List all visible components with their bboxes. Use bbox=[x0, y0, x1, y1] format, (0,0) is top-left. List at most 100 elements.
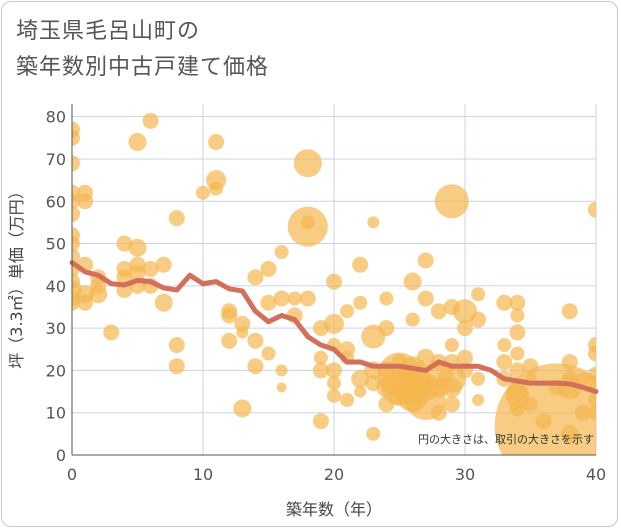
bubble-point bbox=[324, 313, 344, 334]
bubble-point bbox=[351, 369, 370, 388]
bubble-size-note: 円の大きさは、取引の大きさを示す bbox=[418, 432, 594, 446]
bubble-point bbox=[378, 320, 395, 337]
x-tick-label: 40 bbox=[586, 465, 606, 484]
bubble-point bbox=[417, 290, 434, 307]
bubble-point bbox=[168, 358, 185, 375]
bubble-point bbox=[72, 235, 80, 252]
bubble-point bbox=[509, 324, 526, 341]
bubble-point bbox=[168, 210, 185, 227]
bubble-point bbox=[340, 304, 355, 319]
bubble-point bbox=[299, 290, 316, 307]
bubble-point bbox=[276, 382, 287, 393]
y-tick-label: 20 bbox=[46, 361, 66, 380]
bubble-point bbox=[588, 201, 596, 218]
bubble-point bbox=[326, 273, 342, 290]
bubble-point bbox=[510, 308, 525, 323]
bubble-point bbox=[496, 294, 513, 311]
bubble-point bbox=[434, 184, 469, 219]
bubble-point bbox=[379, 291, 394, 306]
bubble-point bbox=[340, 393, 355, 408]
bubble-point bbox=[471, 287, 486, 302]
bubble-point bbox=[275, 364, 288, 377]
bubble-point bbox=[574, 404, 591, 421]
bubble-point bbox=[233, 399, 252, 418]
bubble-point bbox=[72, 193, 80, 210]
x-tick-label: 0 bbox=[67, 465, 77, 484]
bubble-point bbox=[72, 129, 80, 146]
x-tick-label: 30 bbox=[455, 465, 475, 484]
bubble-point bbox=[261, 346, 276, 361]
bubble-point bbox=[444, 338, 459, 353]
x-axis-label: 築年数（年） bbox=[286, 500, 382, 519]
bubble-point bbox=[77, 193, 94, 210]
bubble-point bbox=[352, 256, 369, 273]
y-tick-label: 30 bbox=[46, 319, 66, 338]
trend-line bbox=[69, 260, 599, 395]
bubble-point bbox=[561, 353, 578, 370]
bubble-point bbox=[142, 260, 159, 277]
y-tick-label: 40 bbox=[46, 277, 66, 296]
bubble-point bbox=[287, 291, 302, 306]
bubble-point bbox=[313, 350, 328, 365]
bubble-point bbox=[221, 307, 238, 324]
chart-title-line-1: 埼玉県毛呂山町の bbox=[16, 19, 201, 44]
bubble-point bbox=[430, 303, 447, 320]
bubble-point bbox=[155, 256, 172, 273]
bubble-point bbox=[247, 269, 264, 286]
bubble-point bbox=[405, 312, 420, 327]
bubble-point bbox=[103, 324, 120, 341]
y-tick-label: 10 bbox=[46, 404, 66, 423]
bubble-point bbox=[327, 388, 341, 403]
bubble-point bbox=[510, 346, 525, 361]
x-tick-label: 10 bbox=[193, 465, 213, 484]
bubble-point bbox=[116, 235, 133, 252]
bubble-point bbox=[72, 155, 80, 172]
bubble-point bbox=[366, 426, 381, 441]
y-tick-label: 70 bbox=[46, 150, 66, 169]
bubble-point bbox=[497, 338, 512, 353]
trend-series bbox=[69, 260, 599, 395]
bubble-point bbox=[247, 358, 264, 375]
bubble-point bbox=[196, 185, 210, 200]
bubble-point bbox=[560, 424, 579, 443]
bubble-point bbox=[236, 326, 249, 339]
bubble-point bbox=[472, 394, 485, 407]
bubble-point bbox=[353, 295, 368, 310]
bubble-point bbox=[430, 404, 447, 421]
y-tick-label: 50 bbox=[46, 235, 66, 254]
bubble-point bbox=[89, 285, 108, 304]
bubble-point bbox=[312, 413, 329, 430]
bubble-point bbox=[509, 362, 526, 379]
bubble-point bbox=[128, 238, 147, 257]
bubble-point bbox=[457, 320, 473, 337]
bubble-point bbox=[274, 245, 289, 260]
bubble-point bbox=[496, 353, 513, 370]
bubble-point bbox=[72, 248, 80, 265]
bubble-point bbox=[457, 349, 473, 366]
bubble-point bbox=[326, 362, 342, 379]
bubble-point bbox=[208, 134, 225, 151]
bubble-point bbox=[509, 294, 526, 311]
bubble-point bbox=[416, 348, 435, 367]
bubble-point bbox=[128, 133, 147, 152]
bubble-point bbox=[588, 404, 596, 421]
bubble-point bbox=[417, 252, 434, 269]
bubble-point bbox=[312, 362, 329, 379]
bubble-point bbox=[471, 371, 486, 386]
bubble-point bbox=[209, 181, 224, 196]
bubble-point bbox=[443, 396, 460, 413]
bubble-point bbox=[260, 294, 277, 311]
bubble-point bbox=[354, 385, 367, 398]
bubble-point bbox=[293, 149, 322, 178]
x-tick-label: 20 bbox=[324, 465, 344, 484]
y-axis-label: 坪（3.3㎡）単価（万円） bbox=[7, 183, 26, 368]
bubble-point bbox=[441, 377, 462, 398]
bubble-point bbox=[588, 345, 596, 362]
y-tick-label: 0 bbox=[56, 446, 66, 465]
axes: 0 10 20 30 40 0 10 20 30 40 50 60 70 80 bbox=[46, 104, 606, 484]
bubble-point bbox=[588, 392, 596, 409]
bubble-series bbox=[72, 112, 596, 455]
bubble-point bbox=[129, 265, 146, 282]
bubble-point bbox=[247, 332, 264, 349]
